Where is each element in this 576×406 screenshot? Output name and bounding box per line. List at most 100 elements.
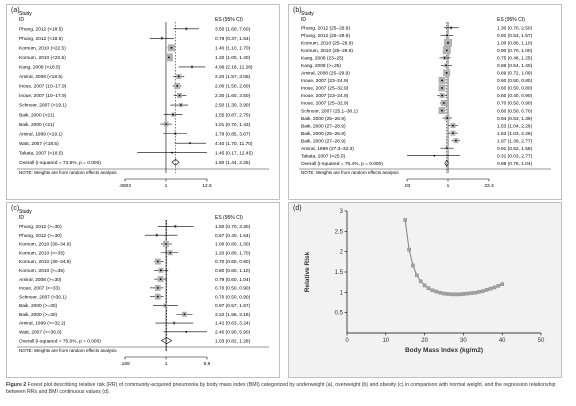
study-label: Amiral, 2008 (25–29.9) [301, 71, 350, 77]
study-label: Inoue, 2007 (25–32.9) [301, 86, 349, 92]
point-estimate [441, 109, 443, 112]
data-point [465, 291, 470, 296]
col-header-id: ID [301, 17, 306, 23]
data-point [446, 292, 450, 296]
point-estimate [174, 132, 177, 135]
effect-size-label: 1.20 (1.00, 1.40) [215, 55, 251, 61]
effect-size-label: 1.55 (0.87, 2.75) [215, 112, 251, 118]
study-label: Kornum, 2010 (30–34.9) [19, 242, 71, 248]
effect-size-label: 0.79 (0.60, 1.04) [215, 277, 251, 283]
point-estimate [179, 104, 182, 106]
data-point [422, 283, 427, 288]
point-estimate [177, 75, 180, 78]
effect-size-label: 0.70 (0.50, 0.90) [215, 294, 251, 300]
point-estimate [169, 251, 172, 254]
study-label: Amiral, 1999 (>=32.2) [19, 321, 66, 327]
effect-size-label: 0.70 (0.50, 0.90) [215, 286, 251, 292]
point-estimate [161, 37, 163, 40]
data-point [469, 291, 473, 295]
data-point [407, 247, 411, 252]
panel-label: (b) [293, 7, 302, 14]
effect-size-label: 0.91 (0.52, 1.58) [497, 146, 533, 152]
y-tick-label: 1.5 [335, 270, 344, 276]
weights-note: NOTE: Weights are from random effects an… [19, 170, 117, 175]
data-point [430, 288, 435, 293]
effect-size-label: 0.70 (0.60, 0.90) [215, 259, 251, 265]
study-label: Baik, 2000 (>=30) [19, 312, 58, 318]
data-point [488, 286, 493, 291]
effect-size-label: 4.96 (2.18, 11.28) [215, 65, 253, 71]
study-label: Inoue, 2007 (25–32.9) [301, 101, 349, 107]
point-estimate [159, 278, 162, 281]
x-tick-label: .03 [404, 183, 411, 189]
data-point [403, 218, 407, 222]
x-tick-label: 12.5 [202, 183, 212, 189]
study-label: Takata, 2007 (>25.0) [301, 153, 346, 159]
point-estimate [189, 142, 191, 145]
effect-size-label: 1.30 (0.70, 2.50) [497, 25, 533, 31]
overall-effect-size: 0.89 (0.76, 1.04) [497, 161, 533, 167]
data-point [480, 289, 485, 293]
figure-caption: Figure 2 Forest plot describing relative… [6, 382, 572, 396]
overall-effect-size: 1.03 (0.82, 1.28) [215, 338, 251, 344]
effect-size-label: 2.20 (1.57, 3.09) [215, 74, 251, 80]
effect-size-label: 0.86 (0.54, 1.40) [497, 63, 533, 69]
point-estimate [450, 26, 452, 29]
effect-size-label: 1.78 (0.85, 3.67) [215, 131, 251, 137]
overall-label: Overall (I-squared = 75.0%, p = 0.000) [19, 338, 101, 344]
x-tick-label: 20 [421, 338, 428, 344]
col-header-es: ES (95% CI) [497, 17, 525, 23]
study-label: Amiral, 1999 (<19.1) [19, 131, 63, 137]
effect-size-label: 0.60 (0.50, 0.80) [497, 86, 533, 92]
point-estimate [159, 269, 162, 272]
x-tick-label: .169 [120, 361, 130, 367]
overall-diamond [160, 337, 173, 344]
point-estimate [191, 66, 193, 68]
effect-size-label: 1.01 (0.70, 1.43) [215, 122, 251, 128]
effect-size-label: 0.90 (0.70, 1.00) [497, 48, 533, 54]
x-tick-label: 1 [165, 183, 168, 189]
point-estimate [171, 151, 173, 154]
point-estimate [164, 304, 167, 307]
col-header-study: Study [301, 11, 314, 17]
forest-plot-obesity: (c) Study ID ES (95% CI) Phung, 2012 (>=30)… [6, 202, 280, 378]
study-label: Baik, 2000 (25–26.9) [301, 116, 346, 122]
study-label: Baik, 2000 (27–28.9) [301, 138, 346, 144]
study-label: Inoue, 2007 (>=33) [19, 286, 60, 292]
x-tick-label: 5.9 [204, 361, 211, 367]
data-point [473, 290, 477, 295]
study-label: Phung, 2012 (25–29.9) [301, 33, 350, 39]
effect-size-label: 0.60 (0.40, 0.90) [497, 93, 533, 99]
study-label: Phung, 2012 (25–29.9) [301, 25, 350, 31]
study-label: Baik, 2000 (25–26.9) [301, 131, 346, 137]
point-estimate [183, 313, 186, 316]
study-label: Baik, 2000 (<21) [19, 112, 55, 118]
study-label: Inoue, 2007 (23–24.9) [301, 78, 349, 84]
effect-size-label: 1.53 (1.03, 2.28) [497, 131, 533, 137]
study-label: Kornum, 2010 (<22.5) [19, 46, 66, 52]
forest-plot-overweight: (b) Study ID ES (95% CI) Phung, 2012 (25–29… [288, 4, 562, 200]
study-label: Kornum, 2010 (>=35) [19, 268, 65, 274]
effect-size-label: 3.50 (1.60, 7.60) [215, 26, 251, 32]
study-label: Takata, 2007 (<18.5) [19, 150, 64, 156]
point-estimate [447, 41, 449, 44]
overall-diamond [444, 159, 449, 167]
effect-size-label: 1.42 (0.63, 3.24) [215, 321, 251, 327]
data-point [434, 289, 439, 294]
forest-plot-underweight: (a) Study ID ES (95% CI) Phung, 2012 (<18.5… [6, 4, 280, 200]
point-estimate [441, 94, 443, 97]
point-estimate [168, 56, 170, 59]
data-point [484, 288, 489, 292]
point-estimate [445, 72, 448, 74]
point-estimate [178, 94, 181, 97]
panel-label: (d) [293, 205, 302, 212]
effect-size-label: 0.80 (0.60, 1.10) [215, 268, 251, 274]
y-tick-label: 3 [340, 209, 344, 215]
study-label: Kornum, 2010 (>=35) [19, 250, 65, 256]
effect-size-label: 2.50 (1.30, 3.90) [215, 103, 251, 109]
x-tick-label: 33.3 [484, 183, 494, 189]
study-label: Kang, 2008 (23–25) [301, 56, 344, 62]
study-label: Inoue, 2007 (10–17.9) [19, 93, 67, 99]
